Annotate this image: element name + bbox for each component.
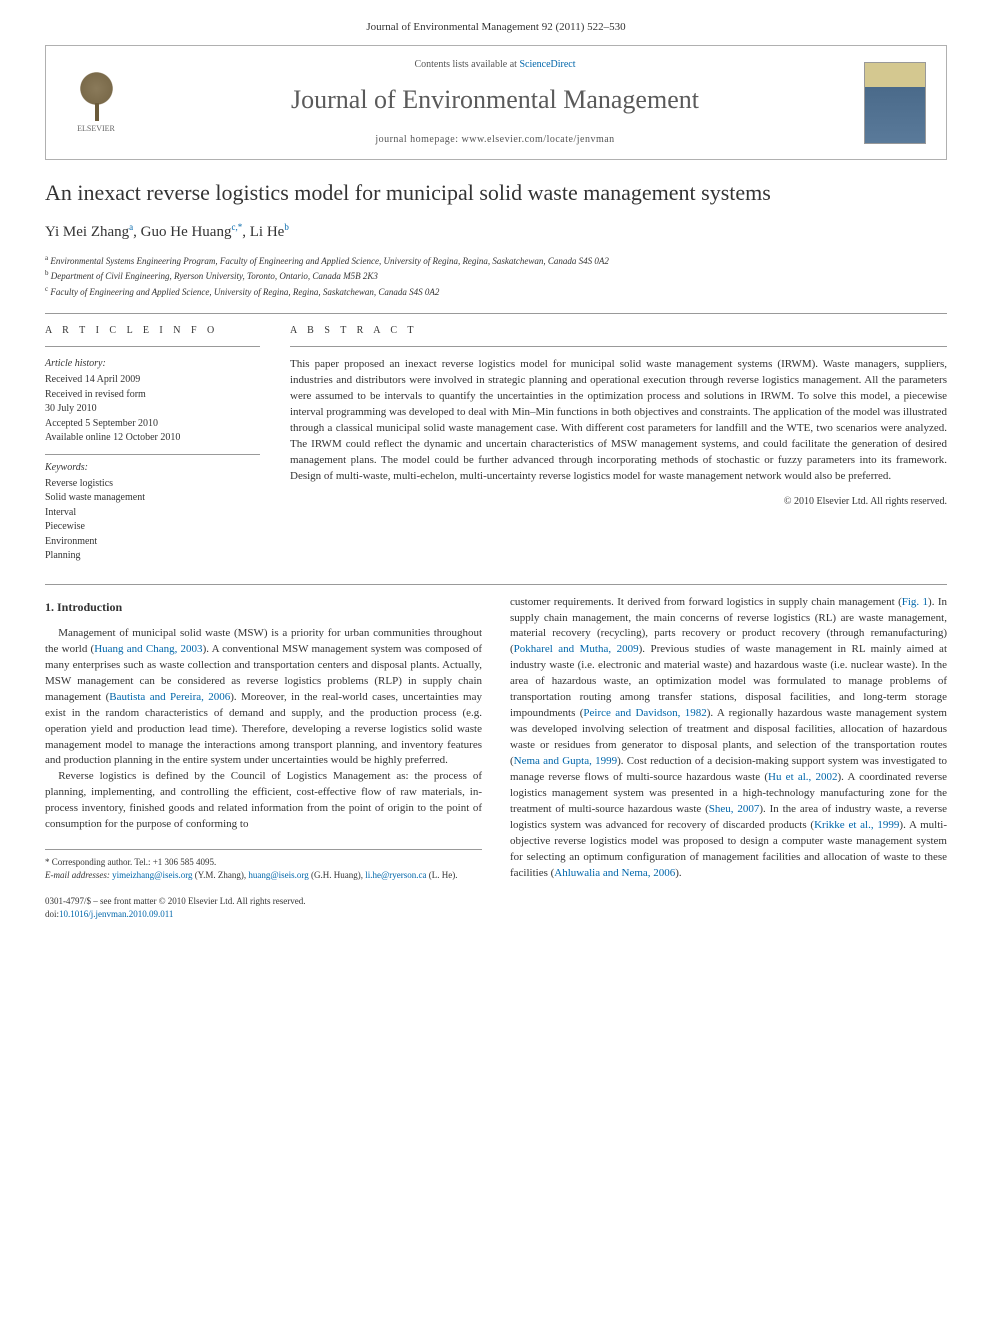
ref-bautista-pereira-2006[interactable]: Bautista and Pereira, 2006 xyxy=(109,691,230,703)
author-3[interactable]: Li Heb xyxy=(250,224,289,240)
email-3[interactable]: li.he@ryerson.ca xyxy=(365,870,426,880)
article-history-block: Article history: Received 14 April 2009 … xyxy=(45,357,260,455)
section-1-heading: 1. Introduction xyxy=(45,599,482,616)
ref-peirce-davidson-1982[interactable]: Peirce and Davidson, 1982 xyxy=(583,707,706,719)
info-abstract-row: A R T I C L E I N F O Article history: R… xyxy=(45,324,947,564)
ref-hu-et-al-2002[interactable]: Hu et al., 2002 xyxy=(768,771,837,783)
homepage-prefix: journal homepage: xyxy=(375,134,461,145)
keyword-1: Reverse logistics xyxy=(45,477,260,492)
journal-name: Journal of Environmental Management xyxy=(126,82,864,118)
homepage-line: journal homepage: www.elsevier.com/locat… xyxy=(126,133,864,147)
abstract-col: A B S T R A C T This paper proposed an i… xyxy=(290,324,947,564)
author-1[interactable]: Yi Mei Zhanga xyxy=(45,224,133,240)
ref-nema-gupta-1999[interactable]: Nema and Gupta, 1999 xyxy=(514,755,617,767)
keyword-6: Planning xyxy=(45,549,260,564)
elsevier-tree-icon xyxy=(74,71,119,121)
journal-citation: Journal of Environmental Management 92 (… xyxy=(45,20,947,35)
corresponding-author: * Corresponding author. Tel.: +1 306 585… xyxy=(45,856,482,869)
author-2[interactable]: Guo He Huangc,* xyxy=(141,224,243,240)
info-rule-1 xyxy=(45,346,260,347)
ref-ahluwalia-nema-2006[interactable]: Ahluwalia and Nema, 2006 xyxy=(554,867,675,879)
affiliation-c: c Faculty of Engineering and Applied Sci… xyxy=(45,284,947,300)
footnote-block: * Corresponding author. Tel.: +1 306 585… xyxy=(45,849,482,881)
ref-huang-chang-2003[interactable]: Huang and Chang, 2003 xyxy=(94,643,202,655)
history-2: Received in revised form xyxy=(45,388,260,403)
body-para-2: Reverse logistics is defined by the Coun… xyxy=(45,769,482,833)
article-info-col: A R T I C L E I N F O Article history: R… xyxy=(45,324,260,564)
history-4: Accepted 5 September 2010 xyxy=(45,417,260,432)
journal-header-box: ELSEVIER Contents lists available at Sci… xyxy=(45,45,947,159)
ref-pokharel-mutha-2009[interactable]: Pokharel and Mutha, 2009 xyxy=(514,643,639,655)
body-para-3: customer requirements. It derived from f… xyxy=(510,595,947,882)
history-1: Received 14 April 2009 xyxy=(45,373,260,388)
keywords-block: Keywords: Reverse logistics Solid waste … xyxy=(45,461,260,564)
body-para-1: Management of municipal solid waste (MSW… xyxy=(45,626,482,769)
abstract-copyright: © 2010 Elsevier Ltd. All rights reserved… xyxy=(290,495,947,509)
contents-prefix: Contents lists available at xyxy=(414,59,519,70)
header-center: Contents lists available at ScienceDirec… xyxy=(126,58,864,146)
keyword-4: Piecewise xyxy=(45,520,260,535)
contents-line: Contents lists available at ScienceDirec… xyxy=(126,58,864,72)
rule-bottom xyxy=(45,584,947,585)
abstract-heading: A B S T R A C T xyxy=(290,324,947,338)
history-3: 30 July 2010 xyxy=(45,402,260,417)
body-text-columns: 1. Introduction Management of municipal … xyxy=(45,595,947,882)
abstract-text: This paper proposed an inexact reverse l… xyxy=(290,357,947,485)
bottom-meta: 0301-4797/$ – see front matter © 2010 El… xyxy=(45,895,947,920)
email-1[interactable]: yimeizhang@iseis.org xyxy=(112,870,192,880)
email-label: E-mail addresses: xyxy=(45,870,110,880)
affiliation-a: a Environmental Systems Engineering Prog… xyxy=(45,253,947,269)
doi-link[interactable]: 10.1016/j.jenvman.2010.09.011 xyxy=(59,909,173,919)
issn-line: 0301-4797/$ – see front matter © 2010 El… xyxy=(45,895,947,908)
email-addresses: E-mail addresses: yimeizhang@iseis.org (… xyxy=(45,869,482,882)
keywords-label: Keywords: xyxy=(45,461,260,475)
sciencedirect-link[interactable]: ScienceDirect xyxy=(519,59,575,70)
keyword-3: Interval xyxy=(45,506,260,521)
publisher-name: ELSEVIER xyxy=(77,123,115,134)
history-label: Article history: xyxy=(45,357,260,371)
ref-krikke-et-al-1999[interactable]: Krikke et al., 1999 xyxy=(814,819,899,831)
history-5: Available online 12 October 2010 xyxy=(45,431,260,446)
affiliation-b: b Department of Civil Engineering, Ryers… xyxy=(45,268,947,284)
journal-cover-thumbnail[interactable] xyxy=(864,62,926,144)
homepage-url[interactable]: www.elsevier.com/locate/jenvman xyxy=(462,134,615,145)
doi-line: doi:10.1016/j.jenvman.2010.09.011 xyxy=(45,908,947,921)
ref-sheu-2007[interactable]: Sheu, 2007 xyxy=(709,803,760,815)
authors-line: Yi Mei Zhanga, Guo He Huangc,*, Li Heb xyxy=(45,221,947,243)
ref-fig-1[interactable]: Fig. 1 xyxy=(902,596,928,608)
email-2[interactable]: huang@iseis.org xyxy=(248,870,308,880)
keyword-5: Environment xyxy=(45,535,260,550)
elsevier-logo[interactable]: ELSEVIER xyxy=(66,68,126,138)
article-title: An inexact reverse logistics model for m… xyxy=(45,178,947,209)
affiliations: a Environmental Systems Engineering Prog… xyxy=(45,253,947,300)
article-info-heading: A R T I C L E I N F O xyxy=(45,324,260,338)
rule-top xyxy=(45,313,947,314)
abstract-rule xyxy=(290,346,947,347)
keyword-2: Solid waste management xyxy=(45,491,260,506)
